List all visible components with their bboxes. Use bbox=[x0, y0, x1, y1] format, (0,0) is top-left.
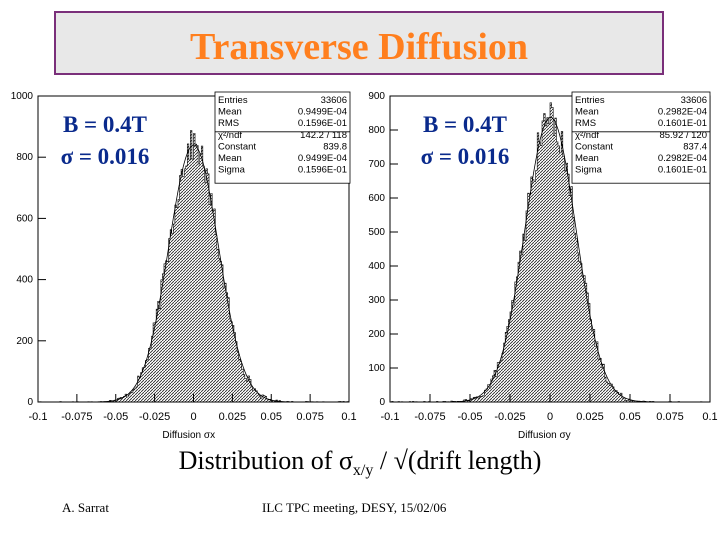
stats-value: 33606 bbox=[681, 95, 707, 106]
x-axis-label: Diffusion σx bbox=[162, 430, 215, 441]
stats-label: χ²/ndf bbox=[218, 130, 242, 141]
stats-label: Mean bbox=[575, 153, 599, 164]
y-tick-label: 0 bbox=[379, 397, 385, 408]
x-tick-label: 0.1 bbox=[702, 411, 717, 423]
stats-label: RMS bbox=[218, 118, 239, 129]
stats-value: 0.2982E-04 bbox=[658, 153, 707, 164]
y-tick-label: 400 bbox=[368, 261, 385, 272]
stats-label: Constant bbox=[218, 141, 256, 152]
y-tick-label: 700 bbox=[368, 159, 385, 170]
stats-value: 0.1596E-01 bbox=[298, 118, 347, 129]
x-tick-label: 0.075 bbox=[296, 411, 324, 423]
y-tick-label: 100 bbox=[368, 363, 385, 374]
stats-box: Entries 33606 Mean 0.2982E-04 RMS 0.1601E-01 χ… bbox=[571, 91, 711, 184]
y-tick-label: 1000 bbox=[11, 91, 34, 102]
footer-meeting: ILC TPC meeting, DESY, 15/02/06 bbox=[262, 500, 447, 515]
stats-label: χ²/ndf bbox=[575, 130, 599, 141]
stats-label: Entries bbox=[218, 95, 248, 106]
slide-title: Transverse Diffusion bbox=[189, 26, 529, 68]
y-tick-label: 200 bbox=[368, 329, 385, 340]
y-tick-label: 300 bbox=[368, 295, 385, 306]
x-tick-label: 0 bbox=[190, 411, 196, 423]
stats-value: 0.9499E-04 bbox=[298, 153, 347, 164]
stats-value: 142.2 / 118 bbox=[300, 130, 347, 141]
x-tick-label: -0.05 bbox=[103, 411, 128, 423]
stats-value: 0.2982E-04 bbox=[658, 107, 707, 118]
x-tick-label: 0.05 bbox=[261, 411, 282, 423]
histogram-sigma-x: 0 200 400 600 800 1000 -0.1 -0.075 -0.05 -0.025 0 0… bbox=[11, 91, 357, 441]
stats-label: Mean bbox=[575, 107, 599, 118]
stats-value: 0.1596E-01 bbox=[298, 165, 347, 176]
y-tick-label: 900 bbox=[368, 91, 385, 102]
x-tick-label: 0 bbox=[547, 411, 553, 423]
stats-label: Entries bbox=[575, 95, 605, 106]
stats-label: Mean bbox=[218, 107, 242, 118]
stats-box: Entries 33606 Mean 0.9499E-04 RMS 0.1596E-01 χ… bbox=[214, 91, 351, 184]
caption-suffix: / √(drift length) bbox=[373, 446, 542, 475]
stats-frame bbox=[214, 91, 351, 184]
annotation-line: B = 0.4T bbox=[423, 112, 507, 137]
y-tick-label: 200 bbox=[16, 336, 33, 347]
x-tick-label: -0.025 bbox=[494, 411, 525, 423]
y-tick-label: 600 bbox=[16, 213, 33, 224]
y-tick-label: 600 bbox=[368, 193, 385, 204]
stats-value: 0.1601E-01 bbox=[658, 165, 707, 176]
stats-label: RMS bbox=[575, 118, 596, 129]
stats-label: Sigma bbox=[218, 165, 246, 176]
x-tick-label: 0.075 bbox=[656, 411, 684, 423]
x-tick-label: -0.075 bbox=[414, 411, 445, 423]
x-tick-label: -0.075 bbox=[61, 411, 92, 423]
stats-value: 839.8 bbox=[323, 141, 347, 152]
caption-subscript: x/y bbox=[352, 462, 374, 480]
y-tick-label: 800 bbox=[368, 125, 385, 136]
stats-value: 837.4 bbox=[683, 141, 707, 152]
x-tick-label: 0.025 bbox=[576, 411, 604, 423]
x-tick-label: 0.1 bbox=[341, 411, 356, 423]
y-tick-label: 400 bbox=[16, 275, 33, 286]
stats-label: Mean bbox=[218, 153, 242, 164]
annotation-line: σ = 0.016 bbox=[61, 144, 150, 169]
figure-caption: Distribution of σx/y / √(drift length) bbox=[0, 446, 720, 480]
x-tick-label: 0.05 bbox=[619, 411, 640, 423]
y-tick-label: 500 bbox=[368, 227, 385, 238]
x-tick-label: -0.1 bbox=[381, 411, 400, 423]
x-tick-label: 0.025 bbox=[219, 411, 247, 423]
stats-value: 85.92 / 120 bbox=[659, 130, 707, 141]
caption-prefix: Distribution of σ bbox=[178, 446, 353, 475]
x-tick-label: -0.1 bbox=[29, 411, 48, 423]
x-axis-label: Diffusion σy bbox=[518, 430, 571, 441]
footer-author: A. Sarrat bbox=[62, 500, 109, 515]
y-tick-label: 0 bbox=[27, 397, 33, 408]
stats-label: Sigma bbox=[575, 165, 603, 176]
annotation-line: σ = 0.016 bbox=[421, 144, 510, 169]
stats-value: 0.1601E-01 bbox=[658, 118, 707, 129]
annotation-line: B = 0.4T bbox=[63, 112, 147, 137]
title-box: Transverse Diffusion bbox=[54, 11, 664, 75]
histogram-sigma-y: 0 100 200 300 400 500 600 700 800 900 -0.1 -0.075 -0… bbox=[368, 91, 717, 441]
stats-value: 33606 bbox=[321, 95, 347, 106]
x-tick-label: -0.05 bbox=[457, 411, 482, 423]
stats-frame bbox=[571, 91, 711, 184]
stats-value: 0.9499E-04 bbox=[298, 107, 347, 118]
x-tick-label: -0.025 bbox=[139, 411, 170, 423]
y-tick-label: 800 bbox=[16, 152, 33, 163]
stats-label: Constant bbox=[575, 141, 613, 152]
